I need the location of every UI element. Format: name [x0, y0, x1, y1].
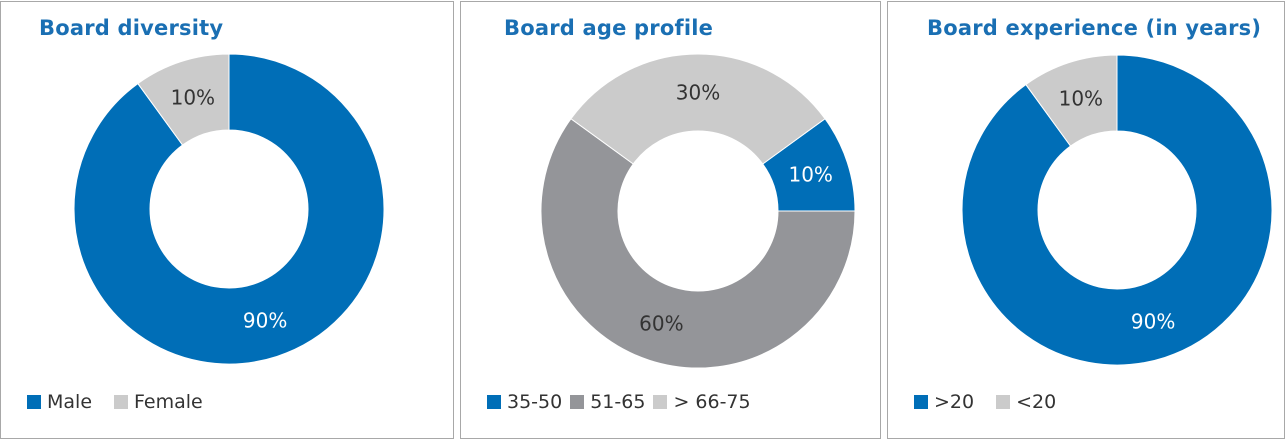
legend-item-35-50: 35-50: [487, 391, 562, 413]
legend-swatch: [27, 395, 41, 409]
legend-label: >20: [934, 391, 975, 413]
data-label-35-50: 10%: [788, 162, 832, 186]
legend-label: <20: [1016, 391, 1057, 413]
donut-chart: 10% 60% 30%: [540, 53, 856, 369]
chart-panel-board-experience: Board experience (in years) 90% 10% >20 <2…: [887, 1, 1285, 439]
legend-item-female: Female: [114, 391, 203, 413]
legend-label: 35-50: [507, 391, 563, 413]
chart-legend: >20 <20: [914, 391, 1078, 413]
legend-swatch: [487, 395, 501, 409]
data-label-20: 90%: [1131, 309, 1175, 333]
data-label-51-65: 60%: [639, 312, 683, 336]
chart-panel-board-age-profile: Board age profile 10% 60% 30% 35-50 51-65 > …: [460, 1, 881, 439]
donut-slice-female: [137, 53, 230, 146]
legend-label: > 66-75: [673, 391, 751, 413]
chart-panel-board-diversity: Board diversity 90% 10% Male Female: [0, 1, 454, 439]
legend-label: 51-65: [590, 391, 646, 413]
legend-swatch: [996, 395, 1011, 409]
legend-swatch: [653, 395, 668, 409]
data-label-20: 10%: [1059, 87, 1103, 111]
chart-title: Board experience (in years): [927, 16, 1262, 40]
legend-item-20: >20: [914, 391, 974, 413]
chart-legend: 35-50 51-65 > 66-75: [487, 391, 759, 413]
legend-label: Male: [47, 391, 93, 413]
data-label-66-75: 30%: [676, 81, 720, 105]
legend-swatch: [914, 395, 928, 409]
legend-item-51-65: 51-65: [570, 391, 645, 413]
chart-title: Board diversity: [39, 16, 224, 40]
legend-item-male: Male: [27, 391, 92, 413]
donut-chart: 90% 10%: [73, 53, 385, 365]
legend-label: Female: [134, 391, 203, 413]
data-label-male: 90%: [243, 308, 287, 332]
legend-swatch: [570, 395, 585, 409]
donut-slice-male: [73, 53, 385, 365]
donut-slice-20: [1025, 54, 1118, 147]
legend-item-66-75: > 66-75: [653, 391, 751, 413]
data-label-female: 10%: [171, 86, 215, 110]
chart-legend: Male Female: [27, 391, 225, 413]
legend-swatch: [114, 395, 129, 409]
donut-chart: 90% 10%: [961, 54, 1273, 366]
donut-slice-66-75: [570, 53, 826, 165]
chart-title: Board age profile: [504, 16, 714, 40]
legend-item-20: <20: [996, 391, 1056, 413]
donut-slice-20: [961, 54, 1273, 366]
donut-slice-51-65: [540, 118, 856, 369]
